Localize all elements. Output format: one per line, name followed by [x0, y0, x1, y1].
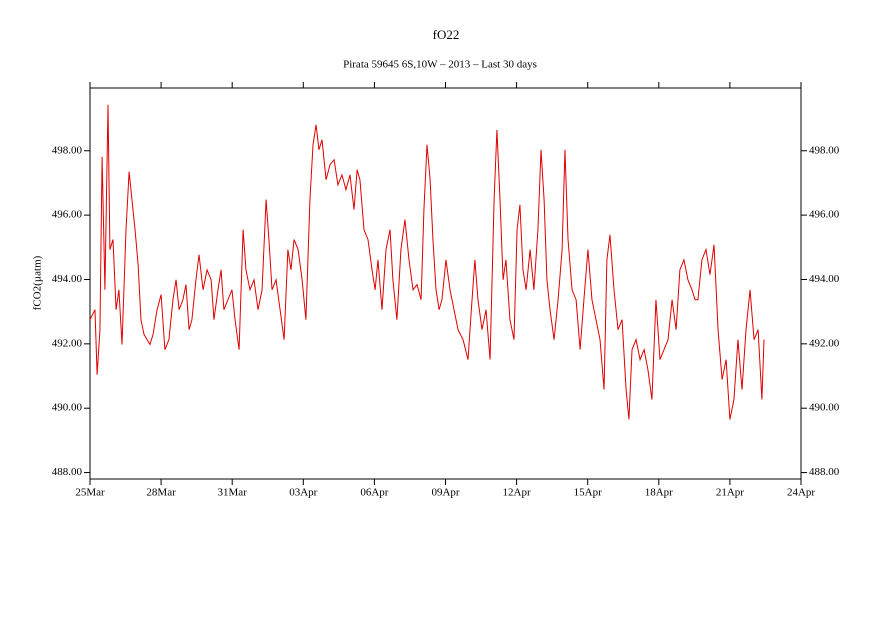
- x-tick-label: 06Apr: [360, 487, 388, 499]
- y-axis-label: fCO2(µatm): [32, 255, 44, 310]
- chart-title: fO22: [433, 27, 460, 42]
- x-tick-label: 03Apr: [289, 487, 317, 499]
- plot-frame: [89, 87, 802, 480]
- y-tick-label: 492.00: [52, 337, 83, 349]
- y-tick-label: 490.00: [809, 402, 840, 414]
- x-tick-label: 25Mar: [75, 487, 105, 499]
- y-tick-label: 494.00: [809, 273, 840, 285]
- x-tick-label: 28Mar: [146, 487, 176, 499]
- x-tick-label: 18Apr: [645, 487, 673, 499]
- y-tick-label: 488.00: [809, 466, 840, 478]
- x-tick-label: 12Apr: [503, 487, 531, 499]
- y-tick-label: 498.00: [809, 144, 840, 156]
- x-tick-label: 09Apr: [431, 487, 459, 499]
- x-tick-label: 21Apr: [716, 487, 744, 499]
- x-tick-label: 15Apr: [574, 487, 602, 499]
- chart-subtitle: Pirata 59645 6S,10W – 2013 – Last 30 day…: [343, 59, 537, 71]
- y-tick-label: 490.00: [52, 402, 83, 414]
- y-tick-label: 494.00: [52, 273, 83, 285]
- y-tick-label: 498.00: [52, 144, 83, 156]
- x-tick-label: 31Mar: [218, 487, 248, 499]
- y-tick-label: 496.00: [52, 209, 83, 221]
- y-tick-label: 492.00: [809, 337, 840, 349]
- x-tick-label: 24Apr: [787, 487, 815, 499]
- y-tick-label: 496.00: [809, 209, 840, 221]
- data-line: [89, 104, 765, 420]
- y-tick-label: 488.00: [52, 466, 83, 478]
